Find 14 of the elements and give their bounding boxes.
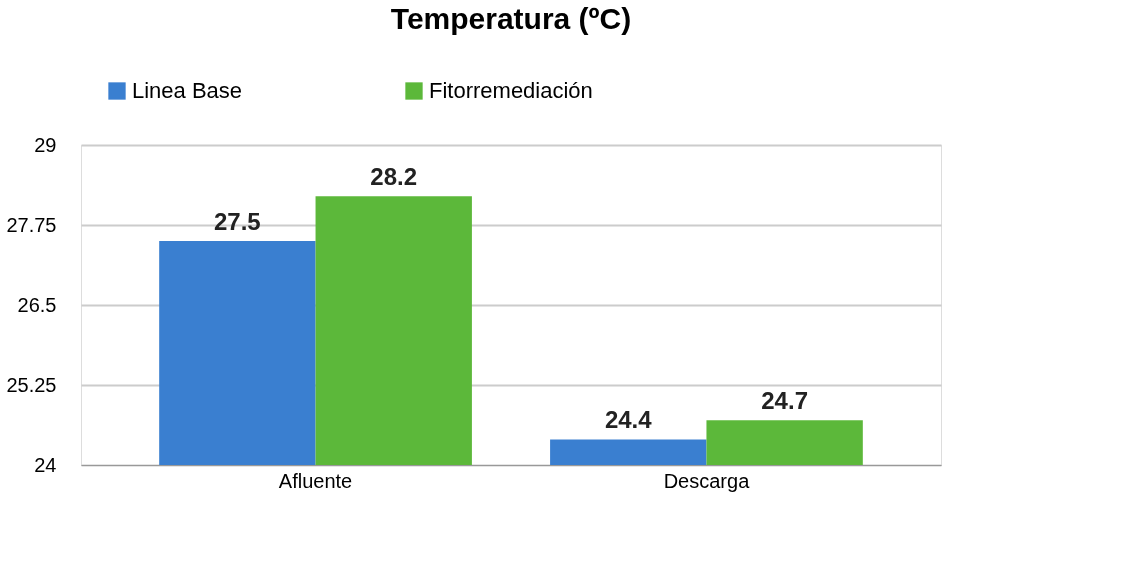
x-tick-label: Descarga — [663, 469, 751, 492]
data-label: 24.7 — [761, 387, 808, 415]
y-tick-label: 25.25 — [6, 373, 57, 396]
y-tick-label: 29 — [34, 133, 57, 156]
data-label: 28.2 — [370, 163, 418, 191]
chart-title: Temperatura (ºC) — [390, 2, 632, 35]
legend-label: Fitorremediación — [429, 78, 593, 103]
data-label: 27.5 — [214, 208, 261, 235]
y-tick-label: 26.5 — [17, 293, 57, 316]
x-tick-label: Afluente — [278, 469, 353, 492]
legend-label: Linea Base — [132, 78, 243, 103]
data-label: 24.4 — [604, 406, 653, 434]
y-tick-label: 24 — [34, 453, 57, 476]
y-tick-label: 27.75 — [6, 213, 57, 236]
